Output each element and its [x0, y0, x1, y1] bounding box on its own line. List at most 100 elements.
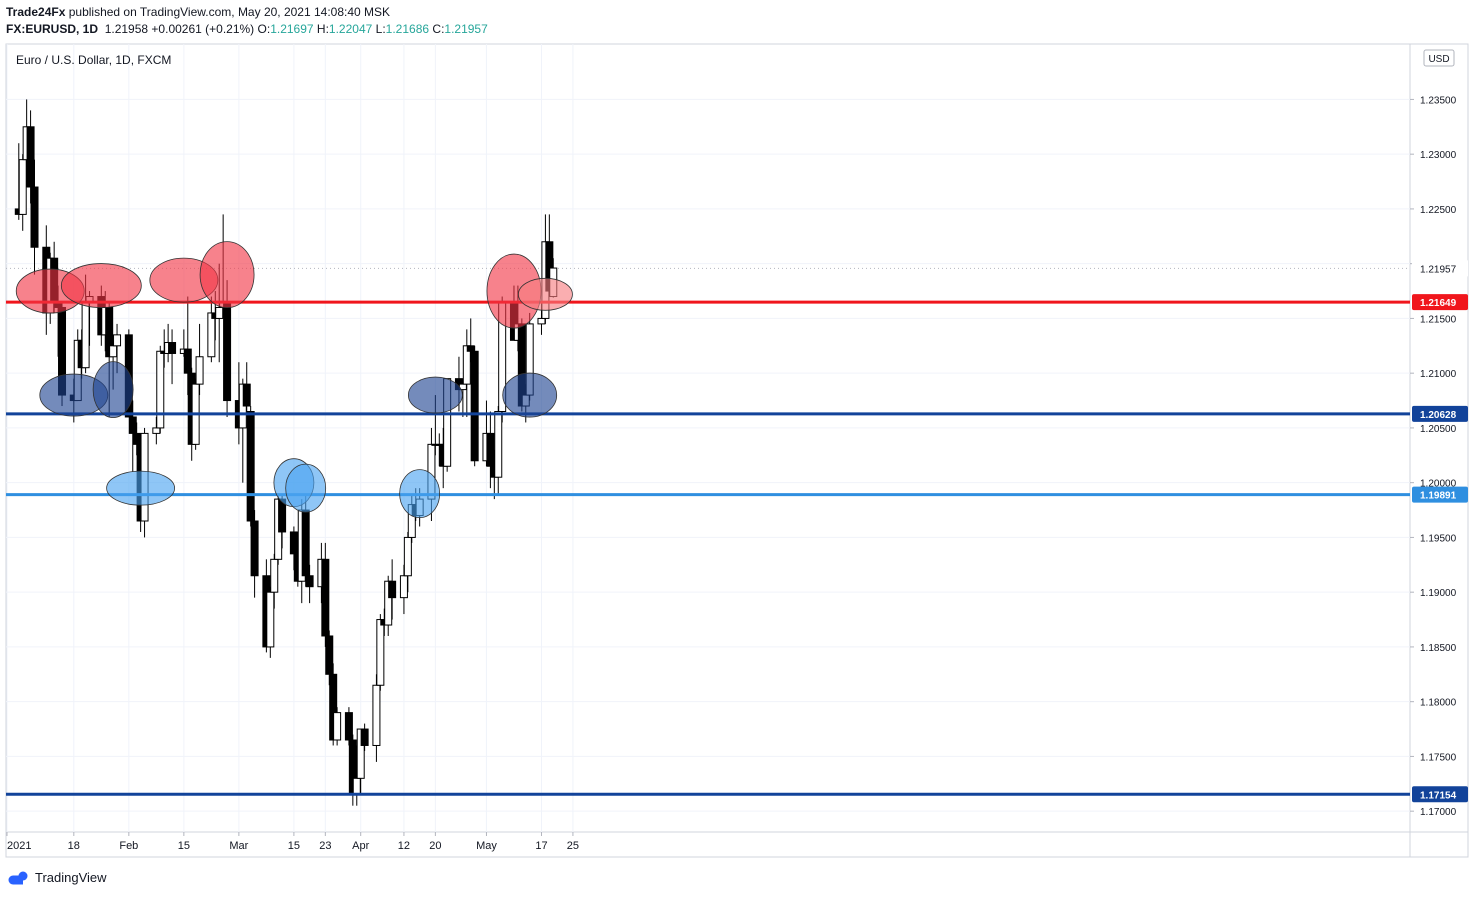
annotation-ellipse[interactable]: [502, 372, 558, 418]
candle-body-bullish[interactable]: [376, 619, 385, 686]
y-tick-label: 1.18500: [1420, 643, 1457, 654]
candle-body-bearish[interactable]: [466, 345, 475, 352]
level-price-tag: [1412, 405, 1468, 422]
candle-body-bearish[interactable]: [360, 728, 369, 746]
candle-body-bearish[interactable]: [128, 416, 137, 434]
annotation-ellipse[interactable]: [60, 263, 142, 308]
level-price-tag: [1412, 486, 1468, 503]
level-price-label: 1.21649: [1420, 298, 1457, 309]
y-tick-label: 1.22500: [1420, 205, 1457, 216]
currency-badge[interactable]: [1423, 49, 1455, 67]
candle-body-bullish[interactable]: [333, 712, 342, 741]
candle-body-bearish[interactable]: [289, 531, 298, 555]
candle-body-bullish[interactable]: [207, 312, 216, 358]
high-value: 1.22047: [328, 22, 373, 36]
high-label: H:: [316, 22, 329, 36]
annotation-ellipse[interactable]: [285, 463, 327, 513]
candle-body-bullish[interactable]: [156, 350, 165, 429]
annotation-ellipse[interactable]: [399, 469, 441, 519]
candle-body-bullish[interactable]: [403, 536, 412, 577]
candle-body-bullish[interactable]: [372, 684, 381, 746]
candle-body-bearish[interactable]: [223, 301, 232, 402]
current-price-tag: [1412, 260, 1468, 277]
candle-body-bearish[interactable]: [242, 383, 251, 407]
annotation-ellipse[interactable]: [407, 376, 463, 414]
candle-body-bullish[interactable]: [399, 575, 408, 599]
x-tick-label: 25: [567, 840, 579, 852]
annotation-ellipse[interactable]: [106, 470, 176, 506]
candle-body-bullish[interactable]: [18, 159, 27, 215]
candle-body-bullish[interactable]: [215, 306, 224, 319]
x-tick-label: 15: [288, 840, 300, 852]
tradingview-logo[interactable]: TradingView: [8, 870, 107, 885]
annotation-ellipse[interactable]: [199, 241, 255, 309]
y-tick-label: 1.21500: [1420, 314, 1457, 325]
candle-body-bearish[interactable]: [246, 411, 255, 522]
y-tick-label: 1.19000: [1420, 588, 1457, 599]
x-tick-label: 23: [319, 840, 331, 852]
close-label: C:: [432, 22, 445, 36]
low-label: L:: [375, 22, 386, 36]
candle-body-bullish[interactable]: [81, 301, 90, 369]
tradingview-brand: TradingView: [35, 870, 107, 885]
x-tick-label: Mar: [229, 840, 248, 852]
low-value: 1.21686: [385, 22, 430, 36]
tradingview-logo-icon: [8, 871, 28, 884]
y-tick-label: 1.20500: [1420, 424, 1457, 435]
candle-body-bearish[interactable]: [344, 712, 353, 741]
candle-body-bearish[interactable]: [388, 580, 397, 599]
candle-body-bearish[interactable]: [305, 575, 314, 588]
x-tick-label: Feb: [119, 840, 138, 852]
candle-body-bearish[interactable]: [470, 350, 479, 462]
candle-body-bearish[interactable]: [301, 509, 310, 577]
level-price-label: 1.20628: [1420, 410, 1457, 421]
candle-body-bullish[interactable]: [494, 411, 503, 478]
x-tick-label: 12: [398, 840, 410, 852]
y-tick-label: 1.17000: [1420, 807, 1457, 818]
candle-body-bullish[interactable]: [109, 345, 118, 358]
candle-body-bearish[interactable]: [325, 635, 334, 675]
level-price-label: 1.17154: [1420, 790, 1457, 801]
candle-body-bullish[interactable]: [537, 317, 546, 325]
open-value: 1.21697: [270, 22, 314, 36]
candle-body-bearish[interactable]: [30, 186, 39, 248]
x-tick-label: 20: [429, 840, 441, 852]
level-price-tag: [1412, 294, 1468, 311]
level-price-tag: [1412, 786, 1468, 803]
candle-body-bullish[interactable]: [266, 591, 275, 648]
y-tick-label: 1.17500: [1420, 752, 1457, 763]
x-tick-label: 17: [535, 840, 547, 852]
candle-body-bearish[interactable]: [183, 348, 192, 374]
y-tick-label: 1.18000: [1420, 698, 1457, 709]
open-label: O:: [257, 22, 271, 36]
publish-info: Trade24Fx published on TradingView.com, …: [6, 5, 390, 19]
x-tick-label: Apr: [352, 840, 369, 852]
x-tick-label: 2021: [7, 840, 31, 852]
candle-body-bearish[interactable]: [132, 432, 141, 445]
candle-body-bullish[interactable]: [152, 427, 161, 434]
x-tick-label: 15: [178, 840, 190, 852]
candle-body-bullish[interactable]: [270, 558, 279, 593]
currency-label: USD: [1428, 54, 1449, 65]
candle-body-bearish[interactable]: [486, 432, 495, 467]
candle-body-bearish[interactable]: [321, 558, 330, 637]
annotation-ellipse[interactable]: [92, 361, 134, 419]
publisher-name: Trade24Fx: [6, 5, 66, 19]
symbol-info: FX:EURUSD, 1D 1.21958 +0.00261 (+0.21%) …: [6, 22, 488, 36]
candle-body-bullish[interactable]: [352, 777, 361, 796]
candle-body-bearish[interactable]: [168, 342, 177, 354]
price-change: +0.00261 (+0.21%): [151, 22, 255, 36]
chart-frame: [5, 43, 1469, 858]
y-tick-label: 1.23500: [1420, 95, 1457, 106]
symbol-label: FX:EURUSD, 1D: [6, 22, 99, 36]
chart-title: Euro / U.S. Dollar, 1D, FXCM: [16, 53, 171, 67]
annotation-ellipse[interactable]: [518, 277, 573, 311]
y-tick-label: 1.19500: [1420, 533, 1457, 544]
candle-body-bearish[interactable]: [26, 126, 35, 188]
y-tick-label: 1.23000: [1420, 150, 1457, 161]
candle-body-bullish[interactable]: [113, 334, 122, 347]
candle-body-bearish[interactable]: [250, 520, 259, 577]
candle-body-bullish[interactable]: [195, 356, 204, 385]
